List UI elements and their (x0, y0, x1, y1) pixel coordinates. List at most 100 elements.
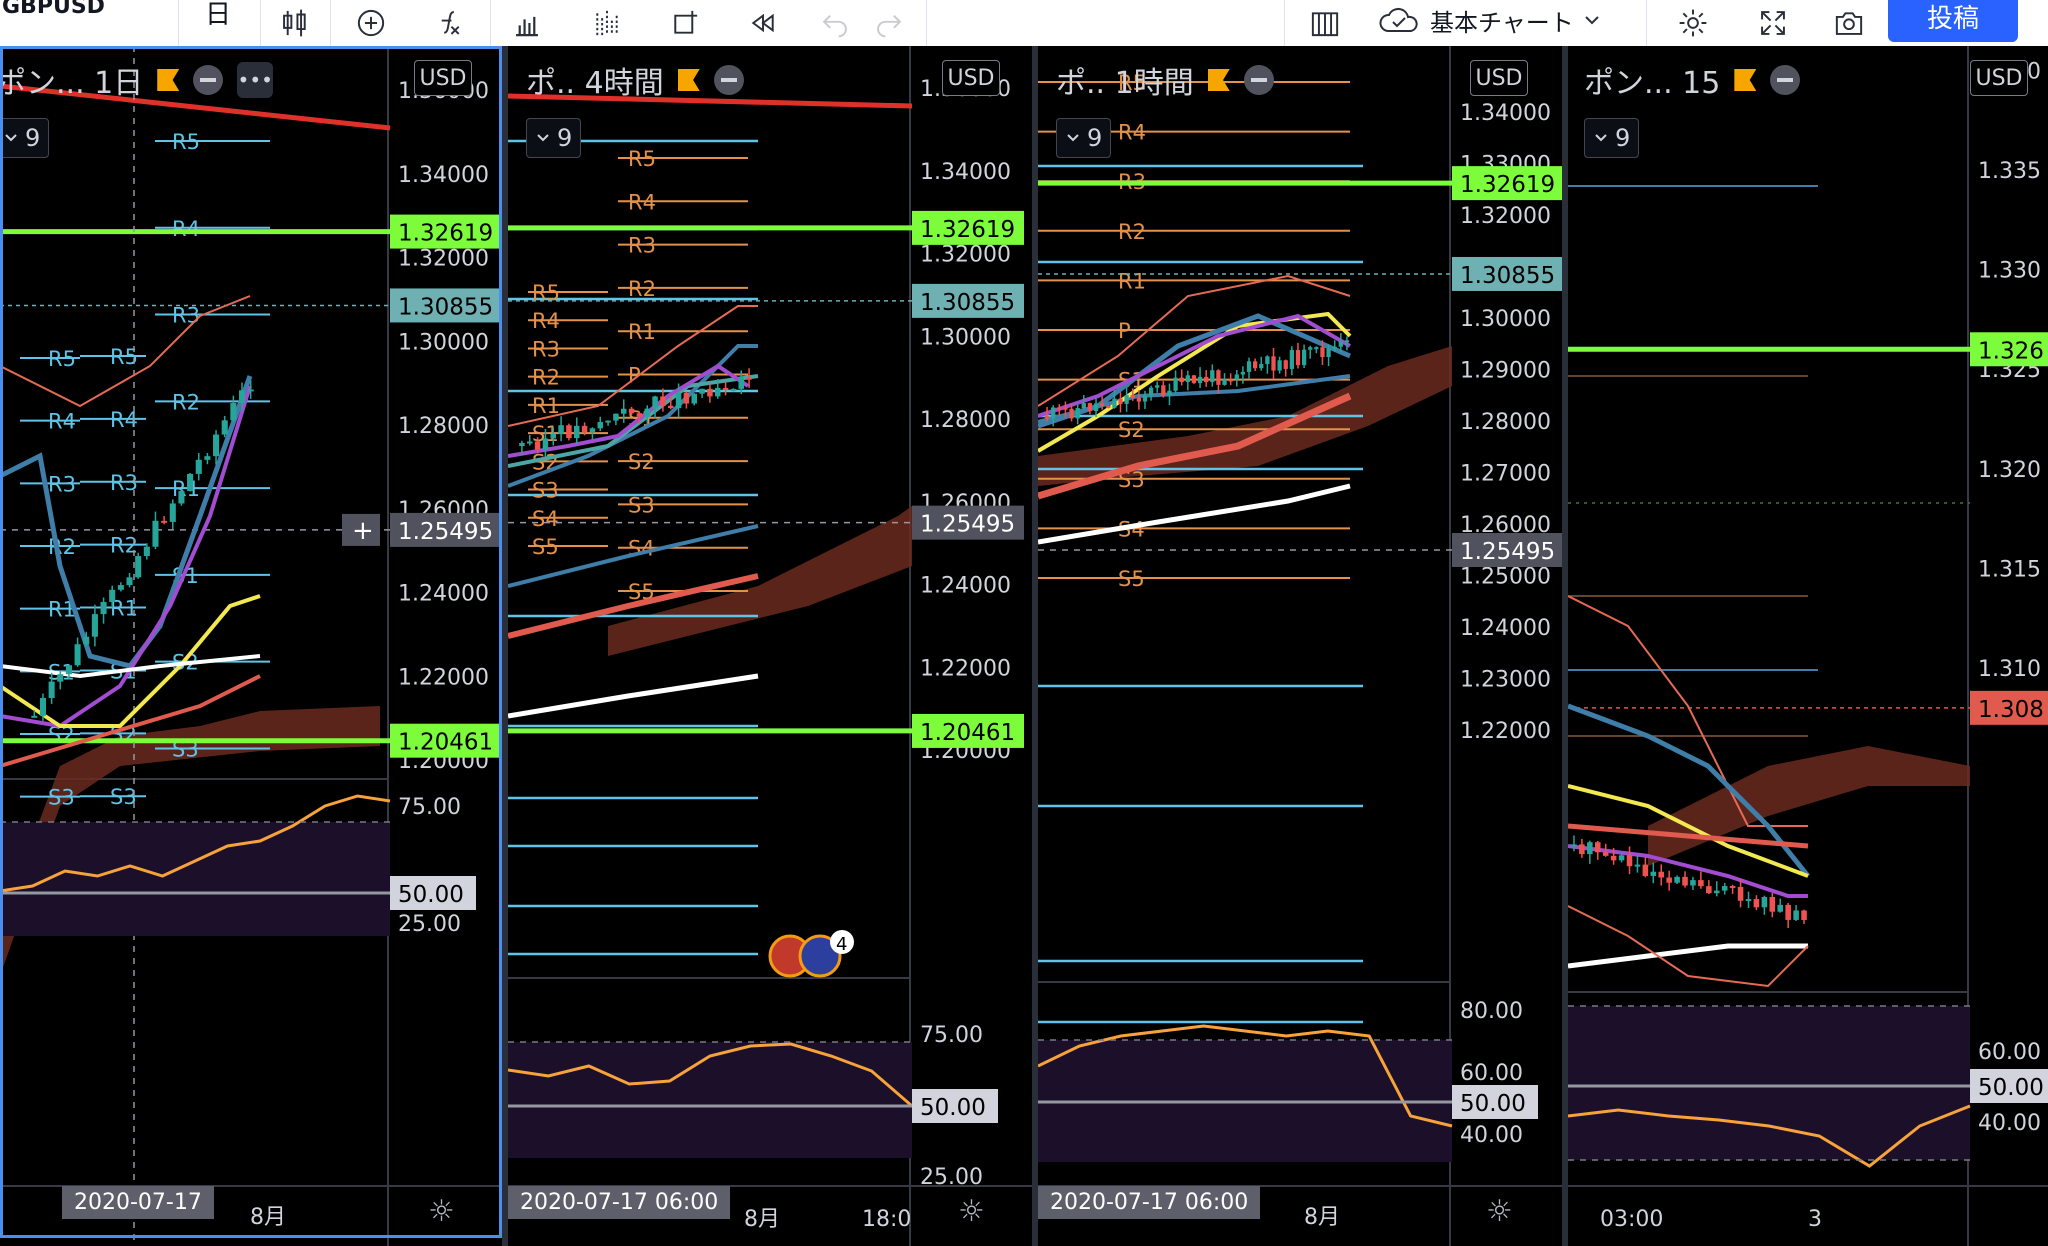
level-low-tag: 1.20461 (398, 730, 493, 756)
indicators-toggle[interactable]: 9 (1584, 118, 1640, 158)
candle (91, 614, 98, 637)
pivot-daily-a-label: R2 (48, 535, 76, 559)
ema-yellow (1568, 784, 1809, 878)
candle (117, 585, 124, 590)
pivot-4h-b-label: R5 (628, 147, 656, 171)
rsi-line (1038, 1024, 1453, 1128)
candle (195, 459, 202, 474)
currency-button[interactable]: USD (1470, 60, 1528, 96)
chart-pane-daily[interactable]: R5R4R3R2R1S1S2S3S4S5R5R4R3R2R1S1S2S3S4S5… (0, 46, 502, 1246)
minus-circle-icon[interactable] (1770, 65, 1801, 95)
candle (519, 442, 525, 446)
candle (1594, 842, 1601, 853)
indicators-toggle[interactable]: 9 (0, 118, 50, 158)
minus-circle-icon[interactable] (1243, 65, 1274, 95)
candle (1650, 871, 1657, 876)
candle (1106, 405, 1111, 408)
symbol-search[interactable]: GBPUSD (2, 0, 105, 19)
gear-icon[interactable]: ☼ (958, 1194, 985, 1229)
pane-title[interactable]: ポ.. 4時間 (526, 66, 664, 101)
candle (1610, 855, 1617, 861)
chevron-down-icon (1595, 134, 1607, 142)
pane-title[interactable]: ポ.. 1時間 (1056, 66, 1194, 101)
price-tick: 1.24000 (920, 574, 1011, 599)
snapshot-button[interactable] (1820, 0, 1878, 46)
gear-icon[interactable]: ☼ (1486, 1194, 1513, 1229)
candle (581, 425, 588, 433)
chevron-down-icon (537, 134, 549, 142)
candle (1332, 346, 1337, 349)
chart-canvas-daily[interactable]: R5R4R3R2R1S1S2S3S4S5R5R4R3R2R1S1S2S3S4S5… (0, 46, 502, 1246)
flag-icon[interactable] (157, 69, 180, 91)
pane-title[interactable]: ポン... 15 (1584, 66, 1721, 101)
ema-red (1038, 392, 1352, 500)
settings-button[interactable] (1664, 0, 1722, 46)
minus-circle-icon[interactable] (193, 65, 224, 95)
pane-separator[interactable] (1032, 46, 1038, 1246)
indicators-toggle[interactable]: 9 (1056, 118, 1112, 158)
time-label: 18:0 (862, 1207, 911, 1232)
currency-button[interactable]: USD (942, 60, 1000, 96)
gear-icon (1679, 9, 1707, 37)
price-tick: 1.28000 (398, 414, 489, 439)
publish-button[interactable]: 投稿 (1888, 0, 2018, 42)
templates-button[interactable] (578, 0, 636, 46)
minus-circle-icon[interactable] (713, 65, 744, 95)
compare-button[interactable] (342, 0, 400, 46)
chart-pane-15m[interactable]: 1.3401.3351.3301.3251.3201.3151.3101.326… (1568, 46, 2048, 1246)
candle (1277, 360, 1282, 371)
fullscreen-button[interactable] (1744, 0, 1802, 46)
candle (699, 388, 705, 394)
candle (1057, 407, 1062, 410)
multi-layout-button[interactable] (1296, 0, 1354, 46)
financials-button[interactable] (498, 0, 556, 46)
last-price-tag-bg (390, 288, 502, 323)
price-tick: 1.25000 (1460, 565, 1551, 590)
layout-select[interactable]: 基本チャート (1378, 0, 1602, 40)
redo-button[interactable] (860, 0, 918, 46)
level-high-tag-bg (1970, 332, 2048, 367)
expand-icon (1761, 11, 1785, 35)
candle (1204, 376, 1209, 383)
flag-icon[interactable] (1734, 69, 1757, 91)
more-icon[interactable]: ••• (237, 62, 274, 98)
chart-canvas-4h[interactable]: R5R4R3R2R1S1S2S3S4S5R5R4R3R2R1PS1S2S3S4S… (508, 46, 1032, 1246)
bollinger-band (508, 344, 758, 488)
us-flag-icon (798, 934, 842, 978)
price-tick: 1.315 (1978, 557, 2041, 582)
indicators-button[interactable] (420, 0, 478, 46)
replay-button[interactable] (734, 0, 792, 46)
candle (1785, 904, 1791, 920)
ema-white (1568, 943, 1808, 969)
candle (1185, 375, 1190, 382)
interval-button[interactable]: 日 (205, 0, 232, 30)
pivot-4h-a-label: S3 (532, 479, 559, 503)
chart-canvas-1h[interactable]: R5R4R3R2R1PS1S2S3S4S51.340001.330001.320… (1038, 46, 1562, 1246)
pane-separator[interactable] (1562, 46, 1568, 1246)
chart-canvas-15m[interactable]: 1.3401.3351.3301.3251.3201.3151.3101.326… (1568, 46, 2048, 1246)
undo-button[interactable] (806, 0, 864, 46)
candles-icon (283, 9, 306, 37)
toolbar-divider (178, 0, 179, 46)
chart-type-button[interactable] (266, 0, 324, 46)
currency-button[interactable]: USD (414, 60, 472, 96)
candle (558, 425, 564, 434)
chart-pane-4h[interactable]: R5 R4 R3 R2 R1 S1 S2 S3 S4 S5 R5 R4 R3 R2 R1 P S1 S2 S3 S4 S… (508, 46, 1032, 1246)
candle (1222, 379, 1227, 385)
candle (636, 413, 643, 417)
candle (1155, 385, 1160, 388)
pivot-4h-a-label: R4 (532, 309, 560, 333)
rsi-tick: 60.00 (1460, 1061, 1523, 1086)
pivot-1h-label: S5 (1118, 567, 1145, 591)
gear-icon[interactable]: ☼ (428, 1194, 455, 1229)
indicators-toggle[interactable]: 9 (526, 118, 582, 158)
candle (152, 520, 159, 547)
flag-icon[interactable] (1207, 69, 1230, 91)
pivot-daily-c-label: R5 (172, 130, 200, 154)
chart-pane-1h[interactable]: R5R4R3R2R1PS1S2S3S4S51.340001.330001.320… (1038, 46, 1562, 1246)
currency-button[interactable]: USD (1970, 60, 2028, 96)
pane-title[interactable]: ポン... 1日 (0, 66, 144, 101)
flag-icon[interactable] (677, 69, 700, 91)
alert-button[interactable] (656, 0, 714, 46)
pane-separator[interactable] (502, 46, 508, 1246)
